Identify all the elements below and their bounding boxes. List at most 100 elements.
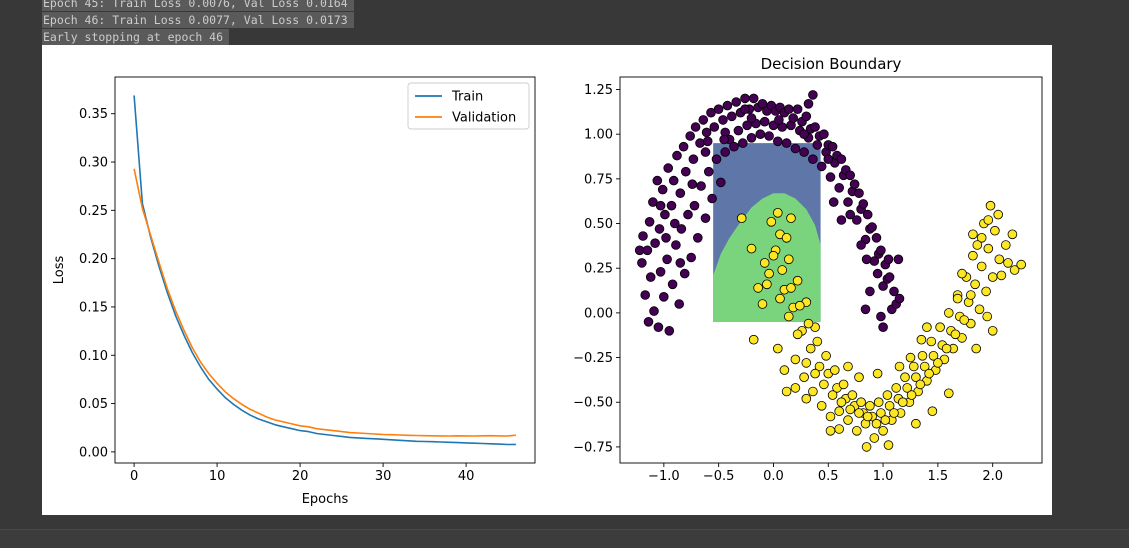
x-tick-label: 10 <box>209 469 226 484</box>
class-0-point <box>746 133 757 143</box>
class-0-point <box>718 115 728 125</box>
class-0-point <box>640 290 650 300</box>
class-0-point <box>729 141 739 152</box>
class-0-point <box>671 240 681 250</box>
class-0-point <box>737 138 748 148</box>
x-tick-label: −0.5 <box>703 469 735 484</box>
class-0-point <box>893 254 904 265</box>
class-0-point <box>860 304 871 315</box>
class-1-point <box>834 424 844 434</box>
class-1-point <box>983 243 994 254</box>
y-tick-label: 1.00 <box>584 128 613 143</box>
y-tick-label: −0.50 <box>573 396 613 411</box>
class-0-point <box>703 166 714 177</box>
class-0-point <box>799 147 809 157</box>
class-1-point <box>873 397 884 408</box>
x-tick-label: −1.0 <box>648 469 680 484</box>
class-0-point <box>878 322 888 333</box>
class-1-point <box>786 213 796 224</box>
class-1-point <box>941 343 952 354</box>
class-0-point <box>715 177 726 188</box>
y-tick-label: 0.25 <box>584 262 613 277</box>
class-0-point <box>678 141 689 152</box>
class-1-point <box>772 208 783 218</box>
class-1-point <box>801 358 812 368</box>
class-0-point <box>799 129 809 139</box>
class-1-point <box>1009 265 1020 275</box>
y-tick-label: 1.25 <box>584 83 613 98</box>
class-0-point <box>872 268 883 279</box>
class-0-point <box>825 172 836 182</box>
class-0-point <box>740 104 750 114</box>
class-0-point <box>803 98 814 109</box>
class-0-point <box>643 316 654 327</box>
class-0-point <box>871 233 882 243</box>
x-tick-label: 30 <box>375 469 392 484</box>
class-1-point <box>976 233 987 243</box>
class-1-point <box>825 425 836 436</box>
class-1-point <box>902 383 912 393</box>
class-1-point <box>810 368 820 379</box>
y-tick-label: 0.15 <box>79 300 108 315</box>
class-0-point <box>713 104 724 114</box>
x-tick-label: 1.0 <box>873 469 894 484</box>
class-0-point <box>816 161 827 172</box>
y-tick-label: −0.75 <box>573 440 613 455</box>
class-1-point <box>1000 240 1011 250</box>
series-line-train <box>133 95 516 446</box>
class-0-point <box>819 129 829 139</box>
class-0-point <box>662 254 672 265</box>
class-1-point <box>924 368 934 379</box>
class-0-point <box>696 181 706 191</box>
class-0-point <box>878 281 888 291</box>
class-0-point <box>638 231 648 241</box>
class-0-point <box>836 154 847 164</box>
class-1-point <box>790 383 801 393</box>
class-0-point <box>883 254 894 265</box>
class-1-point <box>792 329 803 340</box>
class-0-point <box>759 116 770 127</box>
class-1-point <box>851 425 862 436</box>
figure-canvas: 0 10 20 30 40 0.00 0.05 0.10 0.15 0.20 0.25 0.30 0.3… <box>52 55 1043 507</box>
class-1-point <box>916 334 927 345</box>
class-0-point <box>772 136 783 147</box>
class-1-point <box>994 254 1005 265</box>
class-1-point <box>759 258 770 268</box>
class-1-point <box>919 361 930 372</box>
x-tick-label: 0.5 <box>818 469 839 484</box>
class-0-point <box>755 129 766 139</box>
class-0-point <box>660 209 670 220</box>
class-0-point <box>700 213 711 224</box>
class-0-point <box>720 147 730 157</box>
class-0-point <box>731 97 741 107</box>
class-1-point <box>794 300 805 311</box>
class-0-point <box>676 224 687 234</box>
class-0-point <box>801 111 812 122</box>
y-tick-label: 0.00 <box>584 306 613 321</box>
class-1-point <box>943 388 954 399</box>
class-0-point <box>680 166 691 177</box>
class-0-point <box>867 222 877 232</box>
class-0-point <box>827 141 838 152</box>
decision-boundary-chart: Decision Boundary −1.0 −0.5 0.0 0.5 1.0 1.5 2.0… <box>573 55 1043 484</box>
class-0-point <box>810 122 820 132</box>
class-0-point <box>689 200 700 211</box>
class-0-point <box>707 193 717 204</box>
class-1-point <box>825 411 836 422</box>
class-1-point <box>968 229 978 240</box>
class-0-point <box>849 179 860 190</box>
class-1-point <box>982 311 992 322</box>
class-1-point <box>869 433 880 443</box>
x-tick-label: 0.0 <box>763 469 784 484</box>
y-axis-label: Loss <box>52 256 67 285</box>
class-0-point <box>856 240 866 250</box>
class-1-point <box>748 334 759 345</box>
class-0-point <box>746 113 757 123</box>
class-0-point <box>719 134 729 145</box>
class-0-point <box>792 104 803 114</box>
class-0-point <box>845 209 855 220</box>
class-1-point <box>957 268 967 279</box>
class-1-point <box>838 379 849 390</box>
y-tick-label: 0.30 <box>79 156 108 171</box>
class-0-point <box>740 93 750 104</box>
